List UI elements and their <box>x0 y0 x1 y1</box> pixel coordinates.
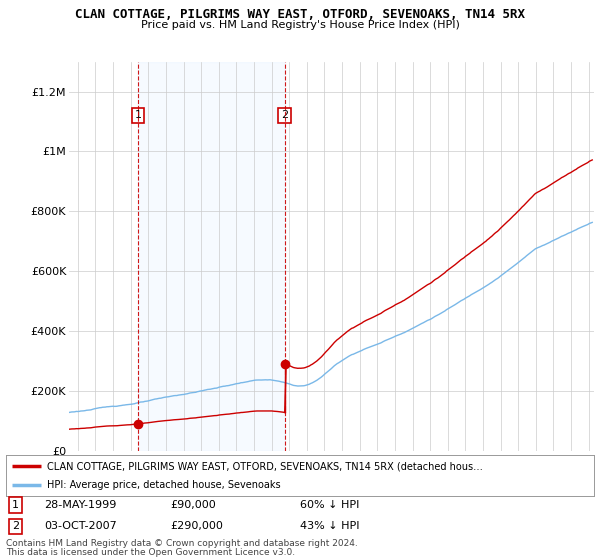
Bar <box>138 62 285 451</box>
Text: This data is licensed under the Open Government Licence v3.0.: This data is licensed under the Open Gov… <box>6 548 295 557</box>
Text: £90,000: £90,000 <box>170 500 217 510</box>
Text: CLAN COTTAGE, PILGRIMS WAY EAST, OTFORD, SEVENOAKS, TN14 5RX (detached hous…: CLAN COTTAGE, PILGRIMS WAY EAST, OTFORD,… <box>47 461 483 471</box>
Text: 28-MAY-1999: 28-MAY-1999 <box>44 500 116 510</box>
Text: 2: 2 <box>281 110 289 120</box>
Text: CLAN COTTAGE, PILGRIMS WAY EAST, OTFORD, SEVENOAKS, TN14 5RX: CLAN COTTAGE, PILGRIMS WAY EAST, OTFORD,… <box>75 8 525 21</box>
Text: 1: 1 <box>12 500 19 510</box>
Text: 43% ↓ HPI: 43% ↓ HPI <box>300 521 359 531</box>
Text: Price paid vs. HM Land Registry's House Price Index (HPI): Price paid vs. HM Land Registry's House … <box>140 20 460 30</box>
Text: £290,000: £290,000 <box>170 521 224 531</box>
Text: Contains HM Land Registry data © Crown copyright and database right 2024.: Contains HM Land Registry data © Crown c… <box>6 539 358 548</box>
Text: 60% ↓ HPI: 60% ↓ HPI <box>300 500 359 510</box>
Text: 1: 1 <box>134 110 142 120</box>
Text: HPI: Average price, detached house, Sevenoaks: HPI: Average price, detached house, Seve… <box>47 480 281 489</box>
Text: 2: 2 <box>12 521 19 531</box>
Text: 03-OCT-2007: 03-OCT-2007 <box>44 521 117 531</box>
